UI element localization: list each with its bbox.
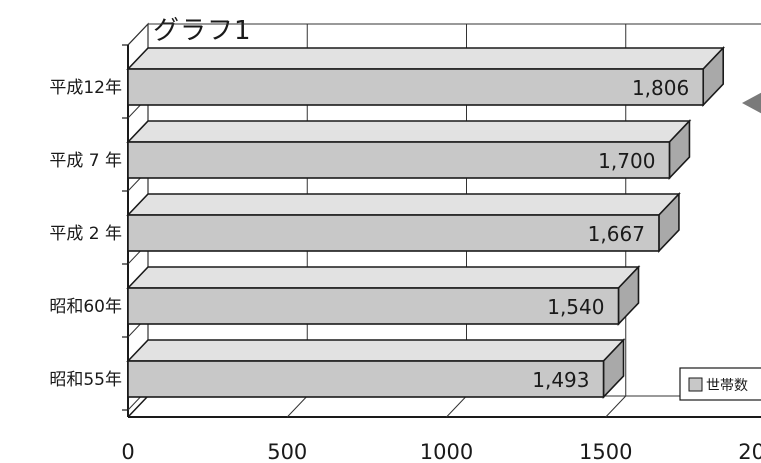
bar-front-face (127, 360, 605, 398)
bar (126, 265, 641, 326)
bar (126, 192, 681, 253)
data-label: 1,806 (632, 76, 689, 100)
wall-divider (127, 23, 149, 46)
data-label: 1,700 (598, 149, 655, 173)
x-tick-label: 1000 (420, 440, 473, 463)
bar-front-face (127, 141, 671, 179)
category-label: 平成 2 年 (49, 224, 122, 244)
data-label: 1,493 (532, 368, 589, 392)
bar (126, 46, 726, 107)
legend-swatch (688, 377, 703, 392)
bar-top-face (126, 193, 681, 216)
bar-front-face (127, 287, 620, 325)
bar (126, 119, 692, 180)
data-label: 1,540 (547, 295, 604, 319)
x-tick-label: 2000 (738, 440, 761, 463)
bar-top-face (126, 47, 726, 70)
category-label: 平成 7 年 (49, 151, 122, 171)
x-tick-label: 1500 (579, 440, 632, 463)
floor-corner-edge (127, 395, 149, 418)
legend-label: 世帯数 (706, 378, 748, 394)
x-tick-label: 0 (121, 440, 134, 463)
bar-top-face (126, 339, 626, 362)
bar-front-face (127, 68, 705, 106)
data-label: 1,667 (588, 222, 645, 246)
floor-gridline (446, 395, 467, 418)
pointer-arrow (742, 92, 761, 114)
bar-front-face (127, 214, 660, 252)
bar-top-face (126, 120, 692, 143)
category-label: 平成12年 (49, 78, 122, 98)
x-tick-label: 500 (267, 440, 307, 463)
bar (126, 338, 626, 399)
bar-top-face (126, 266, 641, 289)
category-label: 昭和55年 (49, 370, 122, 390)
chart-title: グラフ1 (153, 16, 252, 46)
floor-gridline (286, 395, 308, 418)
floor-gridline (605, 395, 627, 418)
category-label: 昭和60年 (49, 297, 122, 317)
legend: 世帯数 (679, 367, 761, 401)
